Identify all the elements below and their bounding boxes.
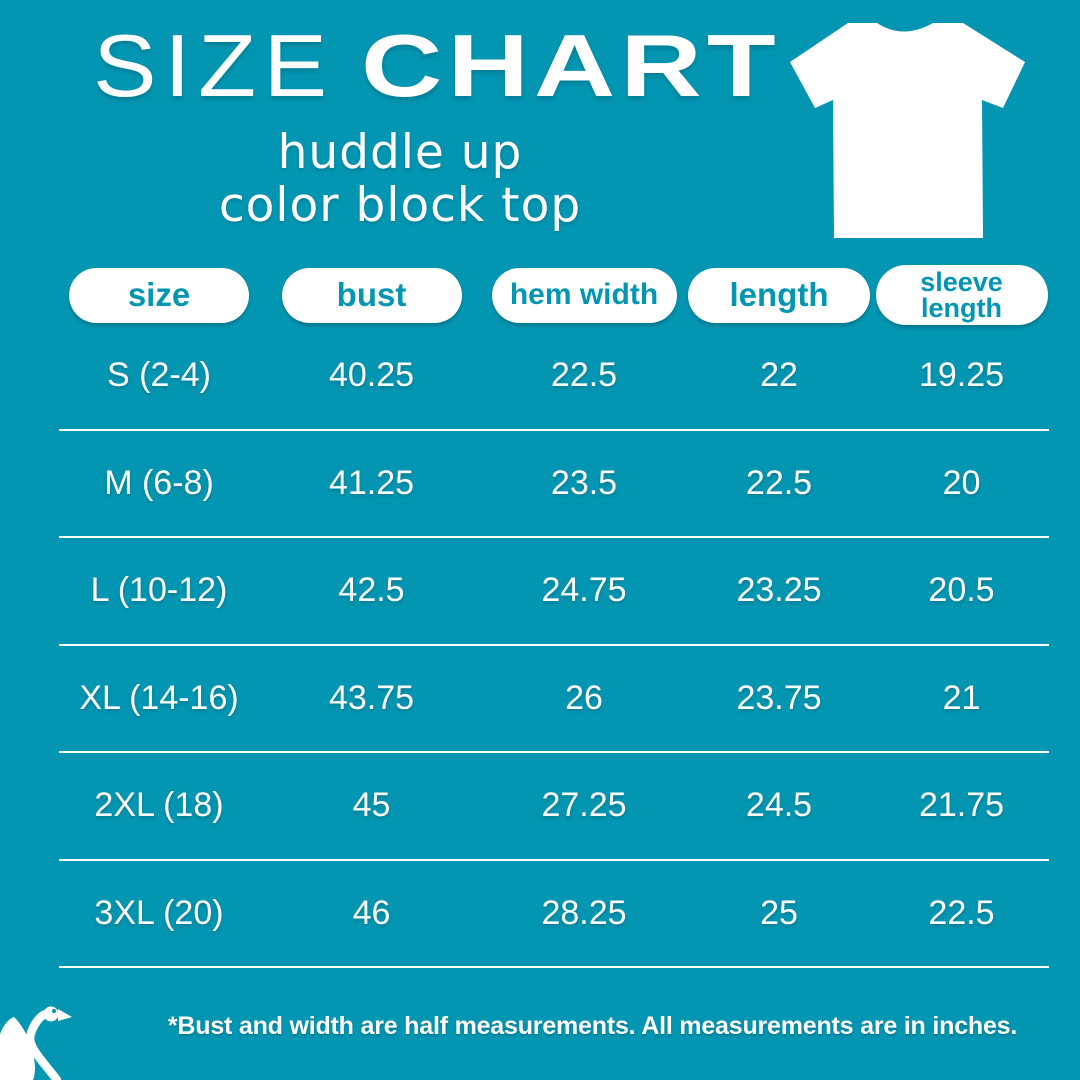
measurement-note: *Bust and width are half measurements. A… bbox=[167, 1012, 1018, 1040]
title-word-chart: CHART bbox=[360, 16, 781, 115]
sleeve-length-value: 20 bbox=[942, 463, 981, 502]
size-label: XL (14-16) bbox=[79, 678, 239, 717]
bust-value: 41.25 bbox=[328, 463, 415, 502]
title-word-size: SIZE bbox=[93, 16, 335, 115]
size-label: 3XL (20) bbox=[94, 893, 224, 932]
column-header-length: length bbox=[688, 267, 870, 323]
sleeve-length-value: 21 bbox=[942, 678, 981, 717]
sleeve-length-value: 20.5 bbox=[928, 571, 995, 610]
length-value: 25 bbox=[760, 893, 798, 932]
sleeve-length-value: 19.25 bbox=[918, 356, 1005, 395]
product-subtitle: huddle up color block top bbox=[0, 126, 800, 232]
hem-width-value: 24.75 bbox=[541, 571, 627, 610]
size-label: 2XL (18) bbox=[94, 786, 224, 825]
subtitle-line-1: huddle up bbox=[277, 125, 523, 180]
table-row: XL (14-16) 43.75 26 23.75 21 bbox=[59, 646, 1049, 753]
bust-value: 40.25 bbox=[328, 356, 415, 395]
header: SIZE CHART huddle up color block top bbox=[0, 22, 800, 233]
hem-width-value: 27.25 bbox=[541, 786, 627, 825]
bust-value: 46 bbox=[352, 893, 391, 932]
sleeve-length-value: 21.75 bbox=[918, 786, 1005, 825]
table-row: M (6-8) 41.25 23.5 22.5 20 bbox=[59, 431, 1049, 538]
bust-value: 43.75 bbox=[328, 678, 415, 717]
bust-value: 42.5 bbox=[338, 571, 405, 610]
size-label: L (10-12) bbox=[90, 571, 228, 610]
bust-value: 45 bbox=[352, 786, 391, 825]
table-row: 3XL (20) 46 28.25 25 22.5 bbox=[59, 861, 1049, 968]
column-header-size: size bbox=[69, 267, 249, 323]
length-value: 24.5 bbox=[745, 786, 813, 825]
column-header-sleeve-length: sleeve length bbox=[875, 265, 1048, 325]
size-table: size bust hem width length sleeve length… bbox=[59, 265, 1049, 968]
length-value: 23.75 bbox=[736, 678, 822, 717]
column-header-hem-width: hem width bbox=[491, 267, 677, 323]
table-header-row: size bust hem width length sleeve length bbox=[59, 265, 1049, 325]
length-value: 22.5 bbox=[745, 463, 813, 502]
hem-width-value: 28.25 bbox=[541, 893, 627, 932]
subtitle-line-2: color block top bbox=[218, 178, 582, 233]
length-value: 22 bbox=[760, 356, 798, 395]
hem-width-value: 26 bbox=[565, 678, 603, 717]
swan-logo-icon bbox=[0, 1006, 72, 1080]
page-title: SIZE CHART bbox=[0, 22, 800, 110]
tshirt-icon bbox=[790, 23, 1025, 238]
sleeve-length-value: 22.5 bbox=[928, 893, 995, 932]
column-header-bust: bust bbox=[281, 267, 462, 323]
size-label: S (2-4) bbox=[107, 356, 211, 395]
table-row: S (2-4) 40.25 22.5 22 19.25 bbox=[59, 323, 1049, 431]
table-row: L (10-12) 42.5 24.75 23.25 20.5 bbox=[59, 538, 1049, 646]
table-row: 2XL (18) 45 27.25 24.5 21.75 bbox=[59, 753, 1049, 861]
length-value: 23.25 bbox=[736, 571, 822, 610]
hem-width-value: 22.5 bbox=[550, 356, 618, 395]
size-label: M (6-8) bbox=[104, 463, 214, 502]
hem-width-value: 23.5 bbox=[550, 463, 618, 502]
